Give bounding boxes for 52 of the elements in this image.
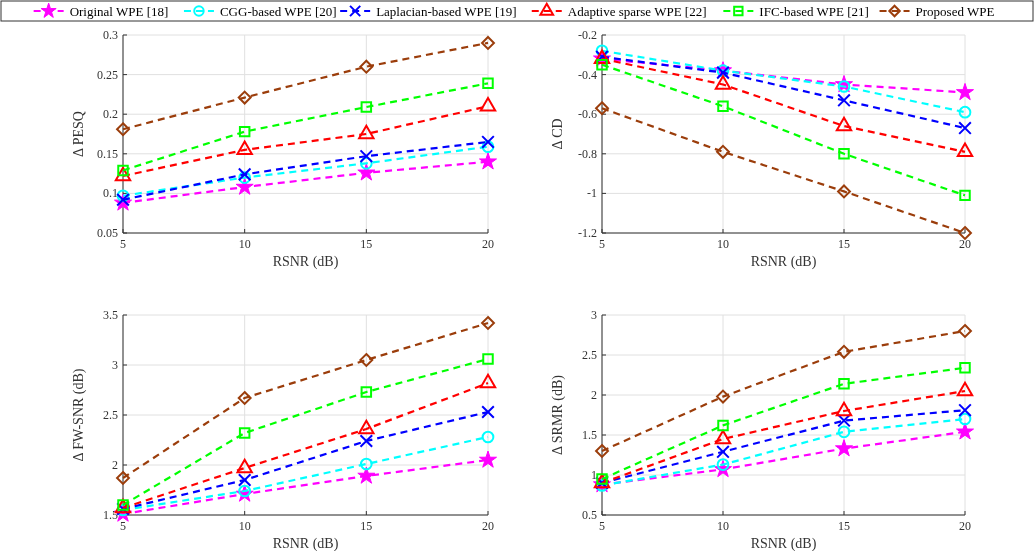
legend-label: Laplacian-based WPE [19] xyxy=(376,3,517,19)
y-tick-label: 1 xyxy=(591,468,597,482)
x-axis-title: RSNR (dB) xyxy=(272,536,339,551)
y-tick-label: 0.05 xyxy=(97,226,118,240)
y-tick-label: -0.6 xyxy=(578,107,597,122)
y-tick-label: 0.3 xyxy=(103,28,118,42)
x-tick-label: 10 xyxy=(238,237,251,251)
x-tick-label: 15 xyxy=(838,519,850,533)
x-tick-label: 20 xyxy=(959,519,971,533)
y-axis-title: Δ FW-SNR (dB) xyxy=(71,368,87,462)
y-tick-label: 3 xyxy=(591,308,597,322)
y-tick-label: 0.1 xyxy=(103,186,118,201)
y-tick-label: 2 xyxy=(112,458,118,472)
x-tick-label: 20 xyxy=(959,237,971,251)
y-tick-label: -1.2 xyxy=(578,226,597,240)
x-axis-title: RSNR (dB) xyxy=(272,254,339,270)
y-tick-label: 3 xyxy=(112,358,118,372)
y-tick-label: 1.5 xyxy=(582,428,597,442)
y-tick-label: -0.8 xyxy=(578,146,597,161)
legend-label: IFC-based WPE [21] xyxy=(759,3,869,19)
x-tick-label: 20 xyxy=(482,237,494,251)
y-axis-title: Δ PESQ xyxy=(71,111,86,157)
y-tick-label: -0.2 xyxy=(578,28,597,42)
x-tick-label: 15 xyxy=(360,237,373,251)
x-tick-label: 10 xyxy=(717,519,729,533)
y-tick-label: 2.5 xyxy=(103,408,118,422)
legend-label: CGG-based WPE [20] xyxy=(219,3,337,19)
y-axis-title: Δ SRMR (dB) xyxy=(550,374,566,455)
y-tick-label: -1 xyxy=(587,186,597,201)
y-tick-label: 0.15 xyxy=(97,146,118,161)
x-axis-title: RSNR (dB) xyxy=(750,536,817,551)
x-tick-label: 5 xyxy=(599,237,605,251)
x-tick-label: 10 xyxy=(238,519,251,533)
y-tick-label: 0.5 xyxy=(582,508,597,522)
x-tick-label: 5 xyxy=(120,519,126,533)
y-tick-label: 0.25 xyxy=(97,67,118,82)
legend-label: Proposed WPE xyxy=(915,3,995,19)
legend-label: Adaptive sparse WPE [22] xyxy=(567,3,707,19)
y-tick-label: 3.5 xyxy=(103,308,118,322)
x-tick-label: 10 xyxy=(717,237,729,251)
y-tick-label: -0.4 xyxy=(578,67,597,82)
x-tick-label: 5 xyxy=(120,237,126,251)
y-tick-label: 2.5 xyxy=(582,348,597,362)
x-tick-label: 15 xyxy=(838,237,850,251)
y-axis-title: Δ CD xyxy=(550,118,565,150)
x-tick-label: 5 xyxy=(599,519,605,533)
legend-label: Original WPE [18] xyxy=(69,3,169,19)
x-tick-label: 20 xyxy=(482,519,494,533)
y-tick-label: 0.2 xyxy=(103,107,118,122)
y-tick-label: 2 xyxy=(591,388,597,402)
x-axis-title: RSNR (dB) xyxy=(750,254,817,270)
x-tick-label: 15 xyxy=(360,519,373,533)
